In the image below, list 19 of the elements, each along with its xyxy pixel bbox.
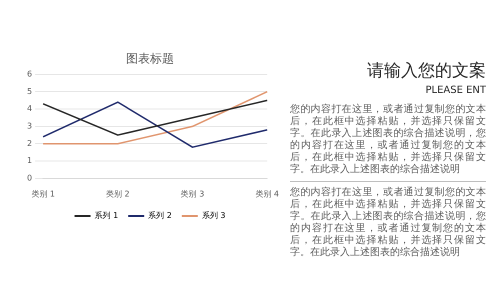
y-tick-label: 5 [26, 86, 32, 96]
text: PLEASE ENT [424, 84, 486, 98]
text: 请输入您的文案 [366, 60, 486, 82]
y-tick-label: 0 [26, 173, 32, 182]
chart-title: 图表标题 [126, 51, 174, 66]
y-tick-label: 6 [26, 69, 32, 78]
x-tick-label: 类别 4 [255, 189, 280, 198]
y-tick-label: 3 [26, 121, 32, 130]
x-tick-label: 类别 1 [31, 189, 55, 198]
y-tick-label: 1 [26, 156, 32, 166]
text: 您的内容打在这里，或者通过复制您的文本后，在此框中选择粘贴，并选择只保留文字。在此录入上述图表的综合描述说明，您的内容打在这里，或者通过复制您的文本后，在此框中选择粘贴，并选择只保留文字。在此录入上述图表的综合描述说明 [290, 104, 486, 176]
y-tick-label: 4 [26, 104, 32, 114]
legend-label: 系列 3 [202, 211, 226, 220]
legend-label: 系列 2 [148, 211, 172, 220]
legend-label: 系列 1 [94, 211, 118, 220]
text: 您的内容打在这里，或者通过复制您的文本后，在此框中选择粘贴，并选择只保留文字。在此录入上述图表的综合描述说明，您的内容打在这里，或者通过复制您的文本后，在此框中选择粘贴，并选择只保留文字。在此录入上述图表的综合描述说明 [290, 187, 486, 259]
x-tick-label: 类别 3 [180, 189, 204, 198]
x-tick-label: 类别 2 [106, 189, 130, 198]
y-tick-label: 2 [26, 138, 32, 148]
